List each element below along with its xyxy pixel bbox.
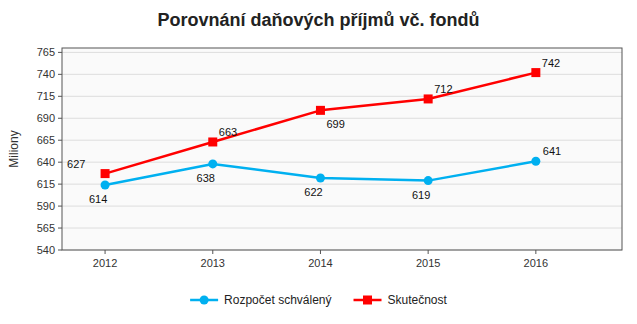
point xyxy=(424,94,433,103)
data-labels: 614 638 622 619 641 627 663 699 712 742 xyxy=(67,57,561,205)
title: Porovnání daňových příjmů vč. fondů xyxy=(157,10,479,30)
data-label: 742 xyxy=(542,57,560,69)
y-tick-label: 765 xyxy=(37,46,55,58)
grid-line xyxy=(62,140,622,141)
y-tick-label: 590 xyxy=(37,200,55,212)
plot-area xyxy=(62,48,622,250)
data-label: 627 xyxy=(67,158,85,170)
x-tick-label: 2013 xyxy=(201,257,225,269)
chart: Porovnání daňových příjmů vč. fondů 540 56… xyxy=(0,0,637,324)
data-label: 619 xyxy=(412,189,430,201)
x-tick xyxy=(105,250,106,254)
y-tick-label: 615 xyxy=(37,178,55,190)
legend-label: Rozpočet schválený xyxy=(224,293,331,307)
data-label: 663 xyxy=(219,126,237,138)
grid-line xyxy=(62,184,622,185)
y-tick-label: 715 xyxy=(37,90,55,102)
data-label: 712 xyxy=(434,83,452,95)
x-tick xyxy=(428,250,429,254)
x-tick xyxy=(535,250,536,254)
legend-label: Skutečnost xyxy=(388,293,448,307)
grid-line xyxy=(62,96,622,97)
data-label: 622 xyxy=(304,186,322,198)
point xyxy=(531,157,540,166)
y-tick xyxy=(58,96,62,97)
point xyxy=(316,173,325,182)
y-tick xyxy=(58,228,62,229)
x-tick-label: 2015 xyxy=(416,257,440,269)
point xyxy=(316,106,325,115)
y-tick-label: 565 xyxy=(37,222,55,234)
data-label: 638 xyxy=(197,172,215,184)
legend: Rozpočet schválený Skutečnost xyxy=(190,293,447,307)
y-tick xyxy=(58,184,62,185)
legend-marker xyxy=(363,296,372,305)
x-tick-label: 2016 xyxy=(524,257,548,269)
x-tick-label: 2012 xyxy=(93,257,117,269)
grid-line xyxy=(62,228,622,229)
y-tick-label: 665 xyxy=(37,134,55,146)
y-tick-label: 690 xyxy=(37,112,55,124)
data-layer xyxy=(101,68,541,189)
data-label: 614 xyxy=(89,193,107,205)
point xyxy=(424,176,433,185)
data-label: 641 xyxy=(543,145,561,157)
legend-marker xyxy=(200,296,209,305)
x-tick xyxy=(320,250,321,254)
data-label: 699 xyxy=(326,118,344,130)
point xyxy=(101,181,110,190)
series-line xyxy=(105,73,536,174)
y-axis-label: Miliony xyxy=(7,130,21,167)
grid-line xyxy=(62,52,622,53)
y-tick xyxy=(58,52,62,53)
legend-item: Rozpočet schválený xyxy=(190,293,331,307)
y-tick xyxy=(58,206,62,207)
point xyxy=(101,169,110,178)
y-tick-label: 640 xyxy=(37,156,55,168)
y-tick xyxy=(58,74,62,75)
y-tick xyxy=(58,140,62,141)
y-axis: 540 565 590 615 640 665 690 715 740 765 xyxy=(37,46,622,256)
y-tick xyxy=(58,118,62,119)
plot-frame xyxy=(62,48,622,250)
x-tick xyxy=(212,250,213,254)
x-axis: 2012 2013 2014 2015 2016 xyxy=(93,250,548,269)
grid-line xyxy=(62,206,622,207)
point xyxy=(531,68,540,77)
y-tick-label: 740 xyxy=(37,68,55,80)
y-tick xyxy=(58,162,62,163)
legend-item: Skutečnost xyxy=(354,293,448,307)
point xyxy=(208,137,217,146)
series-line xyxy=(105,161,536,185)
point xyxy=(208,159,217,168)
x-tick-label: 2014 xyxy=(308,257,332,269)
y-tick-label: 540 xyxy=(37,244,55,256)
y-tick xyxy=(58,250,62,251)
